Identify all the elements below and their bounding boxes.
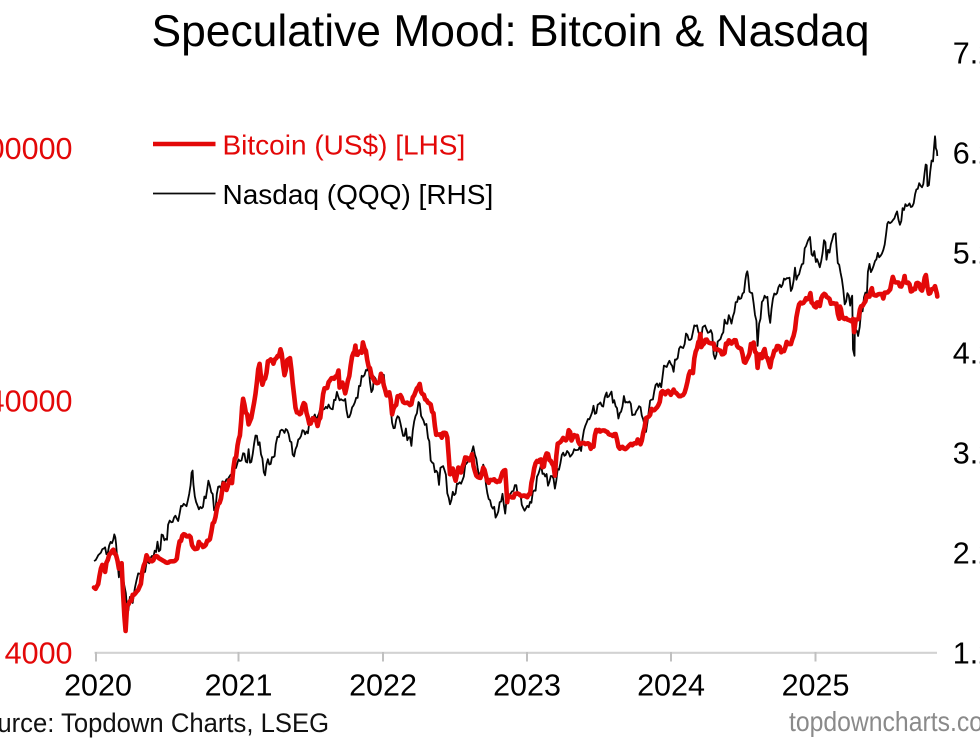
svg-text:5.2: 5.2 <box>953 237 980 271</box>
svg-text:Bitcoin (US$) [LHS]: Bitcoin (US$) [LHS] <box>223 130 466 161</box>
svg-text:400000: 400000 <box>0 132 73 166</box>
svg-text:2023: 2023 <box>493 669 561 703</box>
svg-text:Source: Topdown Charts, LSEG: Source: Topdown Charts, LSEG <box>0 707 329 738</box>
svg-text:1.2: 1.2 <box>953 637 980 671</box>
svg-text:2024: 2024 <box>637 669 705 703</box>
svg-text:2020: 2020 <box>64 669 132 703</box>
svg-text:Speculative Mood: Bitcoin & Na: Speculative Mood: Bitcoin & Nasdaq <box>152 7 870 56</box>
svg-text:2.2: 2.2 <box>953 537 980 571</box>
svg-text:2021: 2021 <box>205 669 273 703</box>
svg-text:3.2: 3.2 <box>953 437 980 471</box>
svg-text:40000: 40000 <box>0 385 73 419</box>
svg-text:7.2: 7.2 <box>953 37 980 71</box>
svg-text:4.2: 4.2 <box>953 337 980 371</box>
svg-text:4000: 4000 <box>5 637 73 671</box>
svg-text:2025: 2025 <box>782 669 850 703</box>
svg-text:topdowncharts.com: topdowncharts.com <box>789 706 980 738</box>
svg-text:2022: 2022 <box>349 669 417 703</box>
svg-text:Nasdaq (QQQ) [RHS]: Nasdaq (QQQ) [RHS] <box>223 179 494 210</box>
svg-text:6.2: 6.2 <box>953 137 980 171</box>
